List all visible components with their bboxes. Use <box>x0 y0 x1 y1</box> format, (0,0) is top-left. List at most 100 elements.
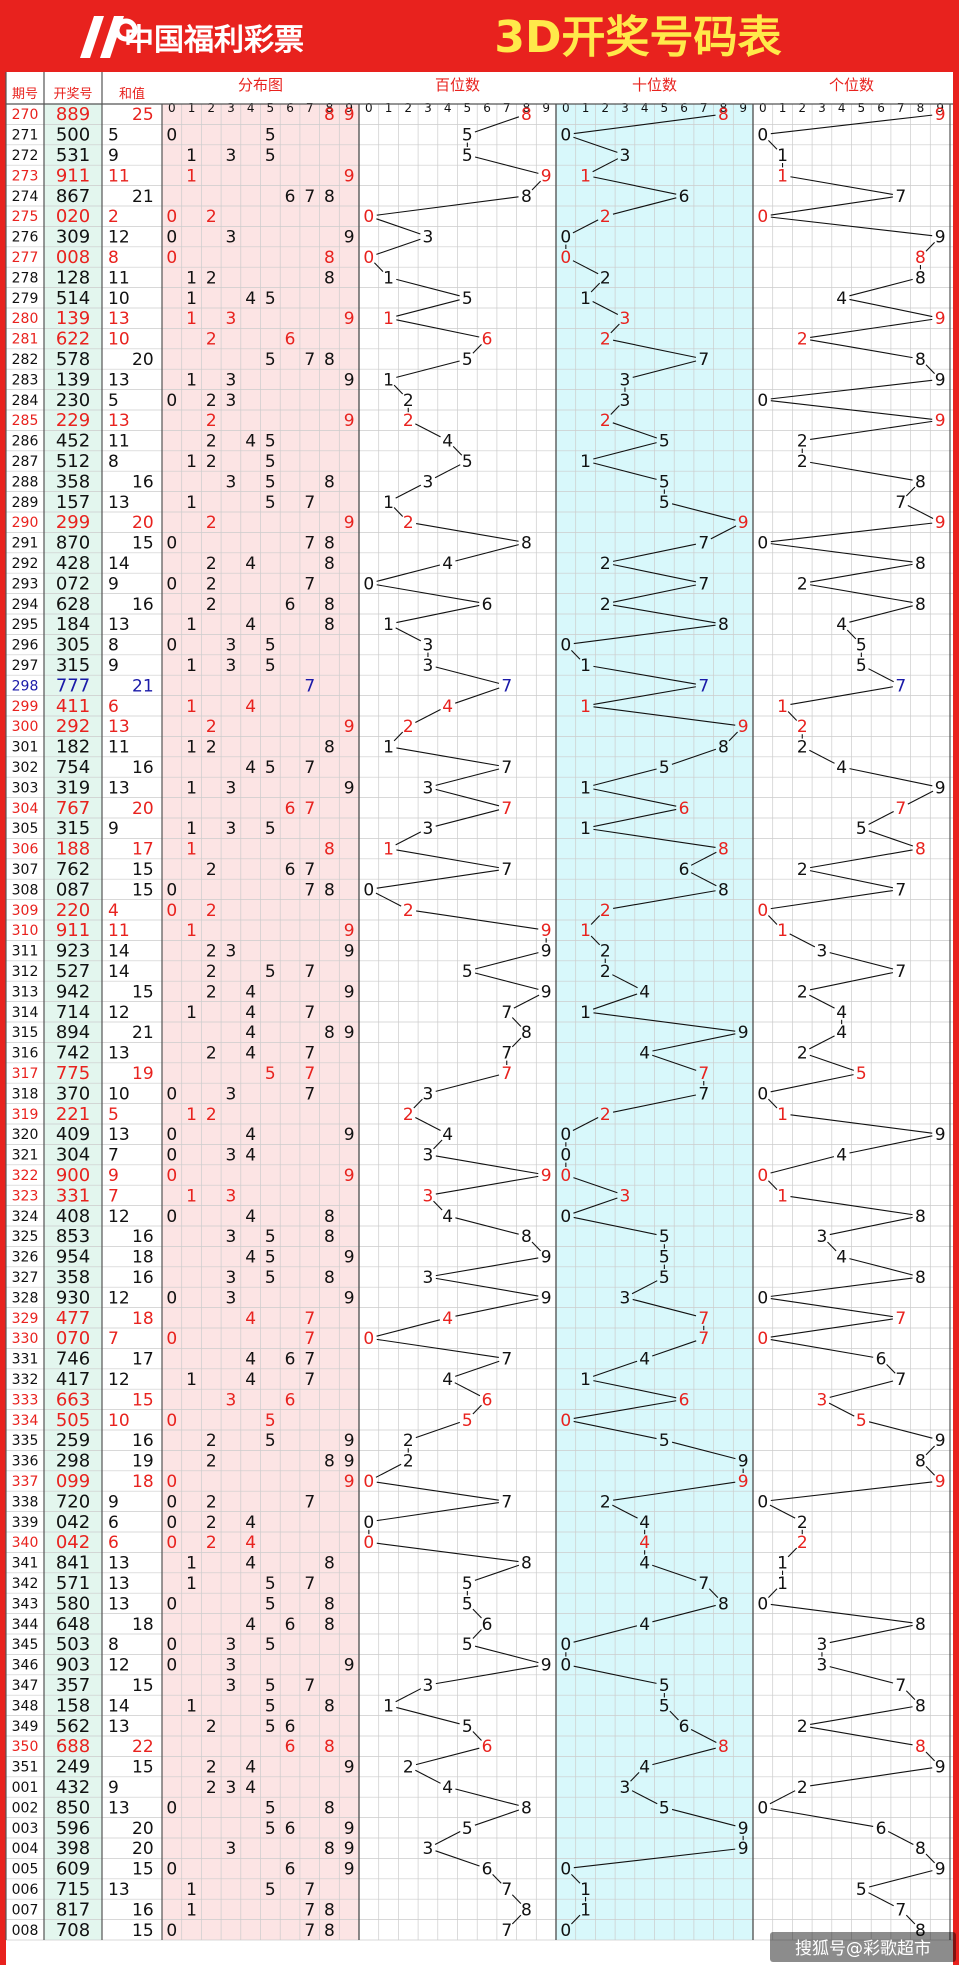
distribution-mark: 9 <box>344 1248 355 1268</box>
tens-trend-line <box>632 360 697 378</box>
number-cell: 292 <box>56 716 90 737</box>
hundreds-trend-line <box>511 1037 522 1048</box>
digit-header-label: 5 <box>464 101 472 115</box>
number-cell: 299 <box>56 512 90 533</box>
digit-header-label: 2 <box>601 101 609 115</box>
distribution-mark: 2 <box>206 860 217 880</box>
number-cell: 870 <box>56 533 90 554</box>
tens-digit-mark: 4 <box>639 1350 650 1370</box>
tens-digit-mark: 9 <box>738 513 749 533</box>
units-digit-mark: 1 <box>777 1186 788 1206</box>
tens-digit-mark: 5 <box>659 1798 670 1818</box>
digit-header-label: 5 <box>267 101 275 115</box>
units-trend-line <box>770 1318 893 1338</box>
hundreds-trend-line <box>435 809 500 827</box>
hundreds-trend-line <box>395 1688 422 1703</box>
sum-cell: 8 <box>108 248 119 268</box>
sum-column-header: 和值 <box>119 86 145 102</box>
hundreds-digit-mark: 7 <box>501 758 512 778</box>
units-trend-line <box>925 1751 935 1762</box>
units-digit-mark: 5 <box>856 636 867 656</box>
number-cell: 596 <box>56 1818 90 1839</box>
distribution-mark: 0 <box>166 1288 177 1308</box>
distribution-mark: 0 <box>166 1125 177 1145</box>
units-digit-mark: 9 <box>935 411 946 431</box>
number-cell: 500 <box>56 125 90 146</box>
tens-trend-line <box>612 197 677 215</box>
tens-digit-mark: 0 <box>560 1207 571 1227</box>
units-digit-mark: 0 <box>757 1166 768 1186</box>
distribution-mark: 5 <box>265 126 276 146</box>
hundreds-trend-line <box>416 910 539 930</box>
period-cell: 326 <box>12 1250 39 1266</box>
distribution-mark: 1 <box>186 146 197 166</box>
tens-digit-mark: 1 <box>580 1003 591 1023</box>
number-cell: 853 <box>56 1226 90 1247</box>
distribution-mark: 5 <box>265 1227 276 1247</box>
sum-cell: 18 <box>132 1248 154 1268</box>
units-trend-line <box>925 241 935 252</box>
distribution-mark: 0 <box>166 574 177 594</box>
tens-trend-line <box>710 525 737 540</box>
digit-header-label: 4 <box>247 101 255 115</box>
digit-header-label: 4 <box>444 101 452 115</box>
sum-cell: 4 <box>108 901 119 921</box>
period-cell: 331 <box>12 1352 39 1368</box>
digit-header-label: 2 <box>798 101 806 115</box>
units-trend-line <box>849 1135 933 1154</box>
period-cell: 340 <box>12 1535 39 1551</box>
distribution-mark: 5 <box>265 819 276 839</box>
units-digit-mark: 8 <box>915 1268 926 1288</box>
distribution-mark: 8 <box>324 1839 335 1859</box>
number-cell: 188 <box>56 839 90 860</box>
units-digit-mark: 5 <box>856 819 867 839</box>
units-digit-mark: 4 <box>836 615 847 635</box>
period-cell: 289 <box>12 495 39 511</box>
sum-cell: 13 <box>108 1044 130 1064</box>
units-digit-mark: 3 <box>817 942 828 962</box>
tens-digit-mark: 7 <box>698 534 709 554</box>
number-cell: 514 <box>56 288 90 309</box>
distribution-mark: 6 <box>285 799 296 819</box>
distribution-mark: 3 <box>226 391 237 411</box>
period-cell: 279 <box>12 291 39 307</box>
units-digit-mark: 0 <box>757 534 768 554</box>
period-cell: 335 <box>12 1433 39 1449</box>
hundreds-digit-mark: 4 <box>442 1778 453 1798</box>
digit-header-label: 1 <box>582 101 590 115</box>
period-cell: 002 <box>12 1800 39 1816</box>
units-digit-mark: 1 <box>777 697 788 717</box>
hundreds-trend-line <box>472 1629 482 1639</box>
distribution-mark: 3 <box>226 1390 237 1410</box>
hundreds-trend-line <box>474 952 539 970</box>
hundreds-trend-line <box>396 1706 460 1725</box>
period-cell: 271 <box>12 128 39 144</box>
digit-header-label: 2 <box>207 101 215 115</box>
hundreds-digit-mark: 8 <box>521 1023 532 1043</box>
hundreds-trend-line <box>511 1894 522 1905</box>
number-cell: 648 <box>56 1614 90 1635</box>
period-cell: 317 <box>12 1066 39 1082</box>
tens-digit-mark: 0 <box>560 1146 571 1166</box>
number-cell: 157 <box>56 492 90 513</box>
hundreds-digit-mark: 2 <box>403 411 414 431</box>
number-cell: 128 <box>56 267 90 288</box>
units-digit-mark: 6 <box>876 1819 887 1839</box>
sum-cell: 13 <box>108 615 130 635</box>
distribution-mark: 1 <box>186 1574 197 1594</box>
hundreds-digit-mark: 5 <box>462 146 473 166</box>
period-cell: 346 <box>12 1658 39 1674</box>
units-trend-line <box>846 629 857 640</box>
number-cell: 020 <box>56 206 90 227</box>
tens-digit-mark: 2 <box>600 207 611 227</box>
units-trend-line <box>789 933 816 948</box>
hundreds-digit-mark: 5 <box>462 1635 473 1655</box>
distribution-mark: 8 <box>324 105 335 125</box>
units-digit-mark: 0 <box>757 1084 768 1104</box>
units-trend-line <box>770 379 933 400</box>
units-digit-mark: 9 <box>935 309 946 329</box>
units-digit-mark: 1 <box>777 921 788 941</box>
units-digit-mark: 5 <box>856 1880 867 1900</box>
hundreds-trend-line <box>474 1564 520 1581</box>
number-cell: 720 <box>56 1491 90 1512</box>
